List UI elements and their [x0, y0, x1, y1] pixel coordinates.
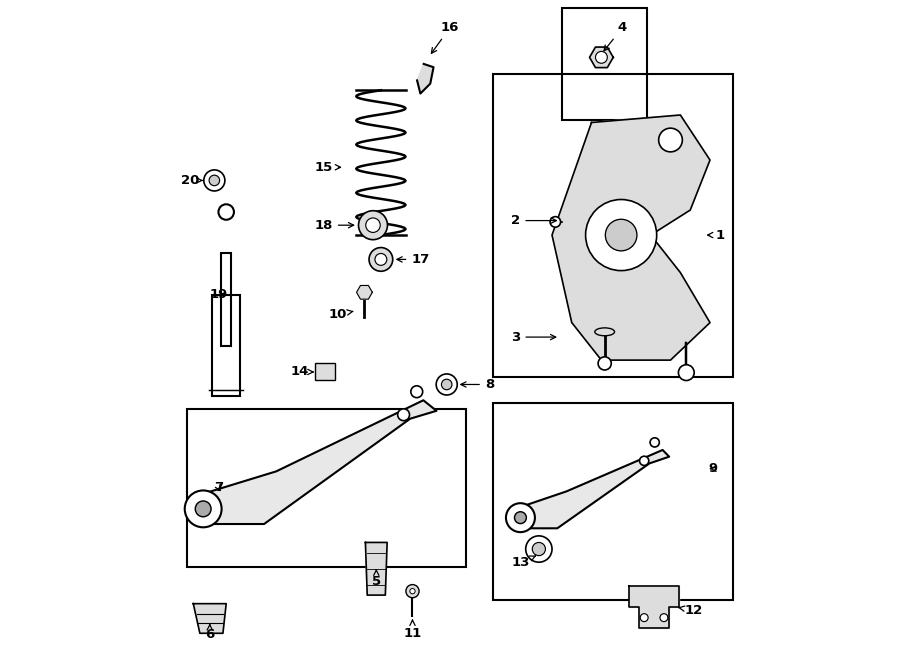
Polygon shape [356, 286, 373, 299]
Circle shape [550, 217, 561, 227]
Text: 6: 6 [205, 625, 214, 641]
Circle shape [650, 438, 660, 447]
Text: 19: 19 [209, 288, 228, 301]
Polygon shape [629, 586, 679, 629]
Polygon shape [198, 401, 436, 524]
Circle shape [358, 211, 388, 240]
Circle shape [532, 543, 545, 556]
Bar [493, 403, 733, 600]
Circle shape [506, 503, 535, 532]
Text: 5: 5 [372, 570, 381, 588]
Circle shape [679, 365, 694, 381]
Ellipse shape [595, 328, 615, 336]
Text: 13: 13 [512, 556, 535, 569]
Circle shape [526, 536, 552, 563]
Circle shape [410, 386, 423, 398]
Circle shape [640, 456, 649, 465]
Circle shape [436, 374, 457, 395]
Circle shape [659, 128, 682, 152]
Text: 20: 20 [181, 174, 202, 187]
Circle shape [606, 219, 637, 251]
Circle shape [598, 357, 611, 370]
Polygon shape [417, 64, 434, 94]
Text: 3: 3 [511, 330, 555, 344]
Bar [221, 253, 231, 346]
Text: 16: 16 [431, 21, 459, 54]
Text: 15: 15 [314, 161, 340, 174]
Text: 7: 7 [213, 481, 223, 494]
Text: 12: 12 [679, 603, 703, 617]
Text: 8: 8 [461, 378, 494, 391]
Circle shape [515, 512, 526, 524]
Polygon shape [552, 115, 710, 360]
Bar [493, 74, 733, 377]
Circle shape [375, 253, 387, 265]
Text: 18: 18 [314, 219, 354, 232]
Polygon shape [194, 603, 226, 633]
Circle shape [369, 248, 392, 271]
Text: 17: 17 [397, 253, 429, 266]
Polygon shape [365, 543, 387, 595]
Circle shape [398, 408, 410, 420]
Text: 10: 10 [328, 307, 353, 321]
Circle shape [441, 379, 452, 390]
Circle shape [586, 200, 657, 270]
Polygon shape [590, 47, 613, 67]
Bar [315, 364, 335, 380]
Text: 11: 11 [403, 620, 421, 640]
Circle shape [406, 584, 419, 598]
Text: 1: 1 [707, 229, 724, 241]
Polygon shape [514, 450, 670, 528]
Circle shape [410, 588, 415, 594]
Circle shape [195, 501, 212, 517]
Circle shape [640, 613, 648, 621]
Circle shape [209, 175, 220, 186]
Bar [212, 295, 240, 397]
Circle shape [184, 490, 221, 527]
Circle shape [596, 52, 608, 63]
Bar [562, 8, 647, 120]
Text: 2: 2 [511, 214, 556, 227]
Text: 9: 9 [708, 462, 718, 475]
Text: 4: 4 [604, 21, 627, 51]
Circle shape [365, 218, 380, 233]
Circle shape [660, 613, 668, 621]
Circle shape [203, 170, 225, 191]
Bar [186, 409, 466, 567]
Text: 14: 14 [291, 366, 313, 379]
